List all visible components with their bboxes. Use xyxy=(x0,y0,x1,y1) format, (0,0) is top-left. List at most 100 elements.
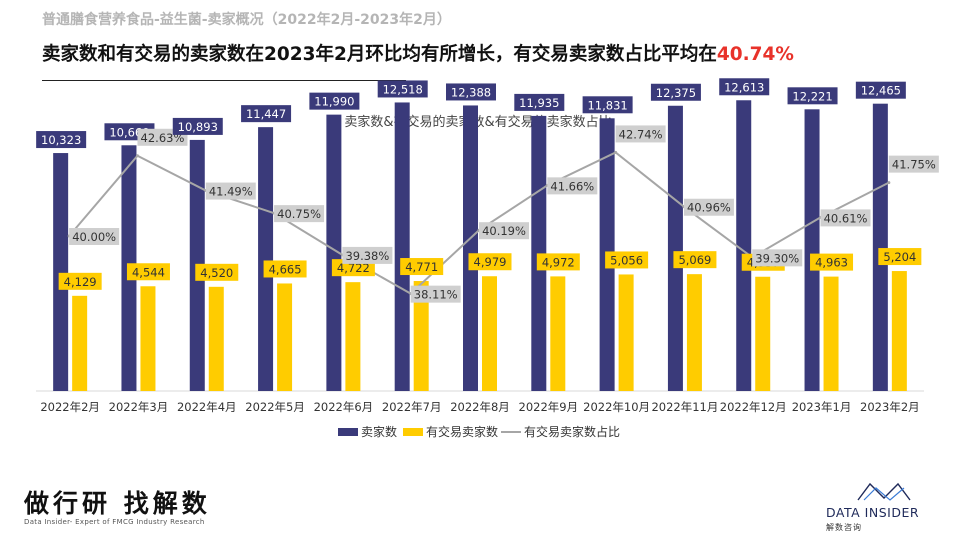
data-label-trading-sellers-box xyxy=(263,260,307,278)
data-label-trading-sellers-box xyxy=(536,253,580,271)
bar-trading-sellers xyxy=(686,274,702,391)
bar-trading-sellers xyxy=(140,286,156,391)
headline-accent: 40.74% xyxy=(716,44,794,65)
brand-mark-icon xyxy=(857,482,911,501)
bar-sellers xyxy=(326,114,342,392)
data-label-sellers: 12,613 xyxy=(724,80,764,94)
legend-swatch-trading-sellers xyxy=(403,428,423,436)
bar-trading-sellers xyxy=(277,283,293,391)
data-label-sellers-box xyxy=(582,96,633,114)
breadcrumb: 普通膳食营养食品-益生菌-卖家概况（2022年2月-2023年2月） xyxy=(42,12,451,28)
x-tick-label: 2023年1月 xyxy=(792,400,852,414)
data-label-ratio: 40.96% xyxy=(687,201,731,215)
data-label-ratio-box xyxy=(547,177,598,195)
data-labels: 10,3234,12940.00%10,6604,54442.63%10,893… xyxy=(36,78,939,303)
data-label-sellers-box xyxy=(446,83,496,101)
data-label-sellers-box xyxy=(514,93,565,111)
data-label-sellers: 12,388 xyxy=(451,85,491,99)
combo-chart: 卖家数&有交易的卖家数&有交易的卖家数占比 10,3234,12940.00%1… xyxy=(36,78,939,439)
ratio-point xyxy=(887,181,891,185)
data-label-ratio: 40.75% xyxy=(277,207,321,221)
x-tick-label: 2022年9月 xyxy=(519,400,579,414)
data-label-trading-sellers: 4,665 xyxy=(269,262,302,276)
brand-name-cn: 解数咨询 xyxy=(826,523,862,532)
footer-subtitle: Data Insider- Expert of FMCG Industry Re… xyxy=(24,518,205,526)
data-label-ratio-box xyxy=(69,228,120,245)
data-label-trading-sellers: 5,069 xyxy=(678,253,711,267)
bar-trading-sellers xyxy=(72,295,88,391)
x-tick-label: 2022年6月 xyxy=(314,400,374,414)
data-label-trading-sellers: 4,771 xyxy=(405,260,438,274)
data-label-ratio: 40.19% xyxy=(482,224,526,238)
x-tick-label: 2022年11月 xyxy=(651,400,718,414)
trading-seller-bars xyxy=(72,271,907,391)
data-label-sellers: 10,323 xyxy=(41,133,81,147)
data-label-sellers: 11,447 xyxy=(246,107,286,121)
data-label-ratio: 41.66% xyxy=(550,179,594,193)
data-label-sellers: 11,831 xyxy=(587,98,627,112)
bar-trading-sellers xyxy=(482,276,497,391)
data-label-ratio-box xyxy=(410,285,461,303)
legend-label-ratio: 有交易卖家数占比 xyxy=(524,424,620,439)
bar-trading-sellers xyxy=(755,276,771,391)
data-label-trading-sellers: 4,972 xyxy=(542,255,575,269)
bar-sellers xyxy=(804,109,820,392)
data-label-sellers-box xyxy=(241,105,292,123)
ratio-point xyxy=(614,150,618,154)
data-label-sellers-box xyxy=(377,80,428,98)
data-label-trading-sellers-box xyxy=(58,272,102,290)
data-label-sellers-box xyxy=(650,83,701,101)
bar-trading-sellers xyxy=(823,276,839,391)
legend-label-trading-sellers: 有交易卖家数 xyxy=(426,424,498,439)
page-title: 卖家数和有交易的卖家数在2023年2月环比均有所增长，有交易卖家数占比平均在40… xyxy=(42,40,794,66)
data-label-trading-sellers: 4,129 xyxy=(64,275,97,289)
bar-trading-sellers xyxy=(891,271,907,391)
x-tick-label: 2022年5月 xyxy=(245,400,305,414)
data-label-ratio: 39.30% xyxy=(755,251,799,265)
x-tick-label: 2022年10月 xyxy=(583,400,650,414)
title-divider xyxy=(42,80,406,81)
footer-slogan: 做行研 找解数 xyxy=(24,489,211,518)
x-tick-label: 2022年8月 xyxy=(450,400,510,414)
data-label-trading-sellers-box xyxy=(878,248,922,266)
seller-bars xyxy=(53,100,888,392)
data-label-sellers: 12,465 xyxy=(861,84,901,98)
bar-sellers xyxy=(53,153,69,391)
data-label-trading-sellers-box xyxy=(126,263,170,281)
data-label-ratio-box xyxy=(683,198,734,216)
data-label-trading-sellers-box xyxy=(810,253,854,271)
data-label-ratio-box xyxy=(820,209,871,227)
bar-trading-sellers xyxy=(208,286,224,391)
x-tick-label: 2022年2月 xyxy=(40,400,100,414)
data-label-sellers: 12,518 xyxy=(383,82,423,96)
x-tick-label: 2022年4月 xyxy=(177,400,237,414)
data-label-sellers-box xyxy=(309,92,360,110)
data-label-sellers-box xyxy=(172,117,223,135)
data-label-ratio: 38.11% xyxy=(414,288,458,302)
brand-name: DATA INSIDER xyxy=(826,505,920,520)
legend: 卖家数 有交易卖家数 有交易卖家数占比 xyxy=(338,424,620,439)
data-label-ratio: 40.61% xyxy=(824,211,868,225)
data-label-ratio: 39.38% xyxy=(345,249,389,263)
data-label-trading-sellers-box xyxy=(195,263,239,281)
brand-logo: DATA INSIDER 解数咨询 xyxy=(826,478,946,534)
bar-trading-sellers xyxy=(345,282,361,391)
data-label-trading-sellers: 4,979 xyxy=(474,255,507,269)
x-tick-label: 2022年12月 xyxy=(720,400,787,414)
legend-label-sellers: 卖家数 xyxy=(361,424,397,439)
data-label-sellers-box xyxy=(787,87,838,105)
bar-sellers xyxy=(872,103,888,391)
data-label-ratio-box xyxy=(479,222,529,240)
data-label-sellers-box xyxy=(719,78,770,96)
data-label-ratio: 40.00% xyxy=(72,230,116,244)
data-label-sellers: 11,990 xyxy=(314,95,354,109)
x-tick-label: 2023年2月 xyxy=(860,400,920,414)
data-label-sellers: 12,221 xyxy=(792,89,832,103)
data-label-ratio-box xyxy=(342,246,393,264)
bar-trading-sellers xyxy=(618,274,634,391)
bar-trading-sellers xyxy=(550,276,566,391)
data-label-sellers: 11,935 xyxy=(519,96,559,110)
data-label-sellers: 12,375 xyxy=(656,86,696,100)
ratio-point xyxy=(135,154,139,158)
data-label-trading-sellers: 5,204 xyxy=(883,250,916,264)
